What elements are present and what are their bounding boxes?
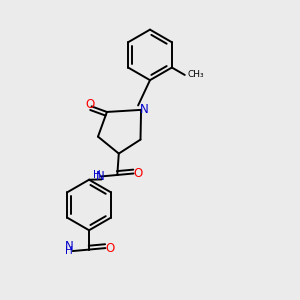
Text: N: N: [65, 240, 74, 253]
Text: H: H: [93, 170, 101, 180]
Text: O: O: [85, 98, 95, 111]
Text: O: O: [133, 167, 142, 180]
Text: O: O: [105, 242, 114, 255]
Text: H: H: [65, 246, 73, 256]
Text: N: N: [140, 103, 149, 116]
Text: N: N: [96, 170, 105, 183]
Text: CH₃: CH₃: [187, 70, 204, 79]
